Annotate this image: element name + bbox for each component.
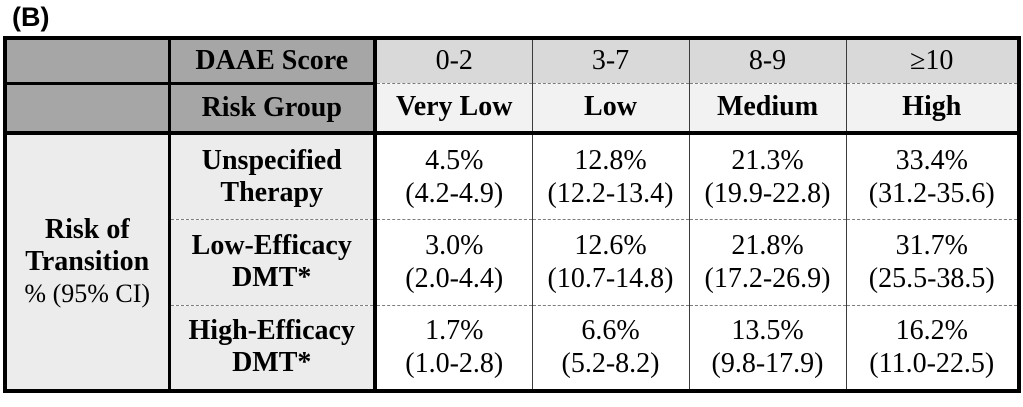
daae-score-row: DAAE Score 0-2 3-7 8-9 ≥10	[5, 38, 1019, 85]
value-percent: 3.0%	[425, 230, 484, 261]
score-range-cell: 0-2	[375, 38, 533, 84]
score-range-cell: ≥10	[846, 38, 1019, 84]
therapy-label-cell: Low-Efficacy DMT*	[169, 219, 377, 306]
value-ci: (12.2-13.4)	[547, 177, 674, 209]
value-ci: (10.7-14.8)	[547, 263, 674, 294]
risk-transition-table: DAAE Score 0-2 3-7 8-9 ≥10 Risk Group Ve…	[3, 36, 1021, 393]
therapy-label-line: High-Efficacy	[188, 315, 355, 347]
corner-cell-bottom	[5, 83, 171, 135]
value-cell: 16.2% (11.0-22.5)	[846, 305, 1019, 391]
therapy-label-line: DMT*	[232, 347, 312, 379]
panel-label: (B)	[12, 2, 50, 32]
value-cell: 21.3% (19.9-22.8)	[689, 133, 847, 220]
corner-cell-top	[5, 38, 171, 85]
therapy-label-cell: Unspecified Therapy	[169, 133, 377, 220]
daae-score-header: DAAE Score	[169, 38, 377, 85]
value-ci: (11.0-22.5)	[869, 348, 995, 380]
score-range-cell: 3-7	[532, 38, 690, 84]
value-ci: (25.5-38.5)	[868, 263, 995, 294]
therapy-label-line: Unspecified	[201, 144, 342, 176]
value-ci: (17.2-26.9)	[704, 263, 831, 294]
value-ci: (9.8-17.9)	[711, 348, 824, 380]
table-row-unspecified-therapy: Risk of Transition % (95% CI) Unspecifie…	[5, 133, 1019, 391]
value-cell: 12.8% (12.2-13.4)	[532, 133, 690, 220]
value-percent: 21.8%	[731, 230, 804, 261]
risk-group-cell: High	[846, 83, 1019, 135]
value-percent: 21.3%	[731, 144, 804, 176]
value-percent: 16.2%	[895, 315, 968, 347]
table-row-high-efficacy-dmt: High-Efficacy DMT* 1.7% (1.0-2.8) 6.6% (…	[5, 305, 1019, 391]
row-axis-cell: Risk of Transition % (95% CI)	[5, 133, 171, 391]
value-percent: 31.7%	[895, 230, 968, 261]
therapy-label-line: Low-Efficacy	[191, 230, 352, 261]
value-ci: (4.2-4.9)	[405, 177, 504, 209]
value-ci: (19.9-22.8)	[704, 177, 831, 209]
value-ci: (2.0-4.4)	[405, 263, 504, 294]
therapy-label-line: DMT*	[232, 262, 312, 293]
value-cell: 4.5% (4.2-4.9)	[375, 133, 533, 220]
value-cell: 21.8% (17.2-26.9)	[689, 219, 847, 306]
score-range-cell: 8-9	[689, 38, 847, 84]
therapy-label-line: Therapy	[220, 176, 324, 208]
value-percent: 12.6%	[574, 230, 647, 261]
risk-group-cell: Very Low	[375, 83, 533, 135]
value-cell: 6.6% (5.2-8.2)	[532, 305, 690, 391]
axis-title-line: Risk of	[44, 214, 130, 245]
value-percent: 4.5%	[425, 144, 484, 176]
value-percent: 33.4%	[895, 144, 968, 176]
value-ci: (1.0-2.8)	[405, 348, 504, 380]
value-percent: 12.8%	[574, 144, 647, 176]
value-cell: 33.4% (31.2-35.6)	[846, 133, 1019, 220]
value-cell: 31.7% (25.5-38.5)	[846, 219, 1019, 306]
axis-subtitle: % (95% CI)	[24, 279, 151, 308]
value-percent: 6.6%	[581, 315, 640, 347]
risk-group-row: Risk Group Very Low Low Medium High	[5, 83, 1019, 135]
value-ci: (5.2-8.2)	[561, 348, 660, 380]
value-ci: (31.2-35.6)	[868, 177, 995, 209]
risk-group-header: Risk Group	[169, 83, 377, 135]
value-cell: 12.6% (10.7-14.8)	[532, 219, 690, 306]
risk-group-cell: Medium	[689, 83, 847, 135]
value-cell: 3.0% (2.0-4.4)	[375, 219, 533, 306]
axis-title-line: Transition	[25, 246, 150, 277]
table-row-low-efficacy-dmt: Low-Efficacy DMT* 3.0% (2.0-4.4) 12.6% (…	[5, 219, 1019, 306]
value-cell: 13.5% (9.8-17.9)	[689, 305, 847, 391]
therapy-label-cell: High-Efficacy DMT*	[169, 305, 377, 391]
risk-group-cell: Low	[532, 83, 690, 135]
value-cell: 1.7% (1.0-2.8)	[375, 305, 533, 391]
value-percent: 13.5%	[731, 315, 804, 347]
value-percent: 1.7%	[425, 315, 484, 347]
